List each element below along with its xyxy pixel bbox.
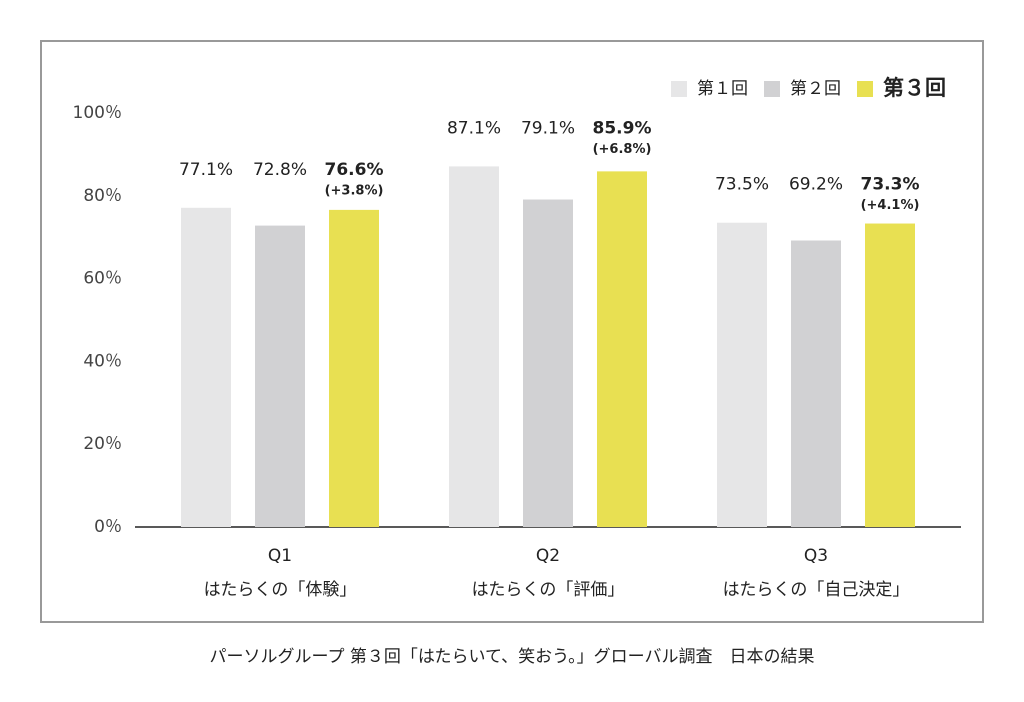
value-label: 76.6% bbox=[325, 160, 384, 180]
x-tick-sublabel: はたらくの「体験」 bbox=[204, 580, 357, 600]
x-tick-label: Q2 bbox=[536, 546, 560, 566]
value-label: 73.3% bbox=[861, 175, 920, 195]
bar bbox=[255, 225, 305, 527]
change-label: (+6.8%) bbox=[593, 142, 652, 157]
value-label: 72.8% bbox=[253, 160, 307, 180]
x-tick-sublabel: はたらくの「自己決定」 bbox=[723, 580, 910, 600]
y-tick-label: 0％ bbox=[94, 517, 122, 537]
bar bbox=[523, 199, 573, 527]
value-label: 87.1% bbox=[447, 118, 501, 138]
x-tick-label: Q3 bbox=[804, 546, 828, 566]
frame bbox=[40, 40, 984, 623]
legend-label: 第３回 bbox=[883, 76, 946, 100]
value-label: 79.1% bbox=[521, 118, 575, 138]
y-tick-label: 20％ bbox=[83, 434, 122, 454]
value-label: 73.5% bbox=[715, 175, 769, 195]
x-tick-sublabel: はたらくの「評価」 bbox=[472, 580, 625, 600]
bar bbox=[717, 222, 767, 527]
legend-swatch bbox=[764, 81, 780, 97]
y-tick-label: 40％ bbox=[83, 351, 122, 371]
value-label: 85.9% bbox=[593, 118, 652, 138]
change-label: (+4.1%) bbox=[861, 198, 920, 213]
y-tick-label: 60％ bbox=[83, 269, 122, 289]
legend-swatch bbox=[857, 81, 873, 97]
bar bbox=[181, 207, 231, 527]
y-tick-label: 80％ bbox=[83, 186, 122, 206]
legend-label: 第１回 bbox=[697, 79, 748, 99]
legend-label: 第２回 bbox=[790, 79, 841, 99]
bar bbox=[329, 209, 379, 527]
bar bbox=[449, 166, 499, 527]
bar bbox=[865, 223, 915, 527]
legend-swatch bbox=[671, 81, 687, 97]
value-label: 77.1% bbox=[179, 160, 233, 180]
value-label: 69.2% bbox=[789, 175, 843, 195]
bar bbox=[791, 240, 841, 527]
y-tick-label: 100％ bbox=[73, 103, 122, 123]
x-tick-label: Q1 bbox=[268, 546, 292, 566]
change-label: (+3.8%) bbox=[325, 183, 384, 198]
caption: パーソルグループ 第３回「はたらいて、笑おう。」グローバル調査 日本の結果 bbox=[210, 647, 815, 667]
bar bbox=[597, 171, 647, 527]
